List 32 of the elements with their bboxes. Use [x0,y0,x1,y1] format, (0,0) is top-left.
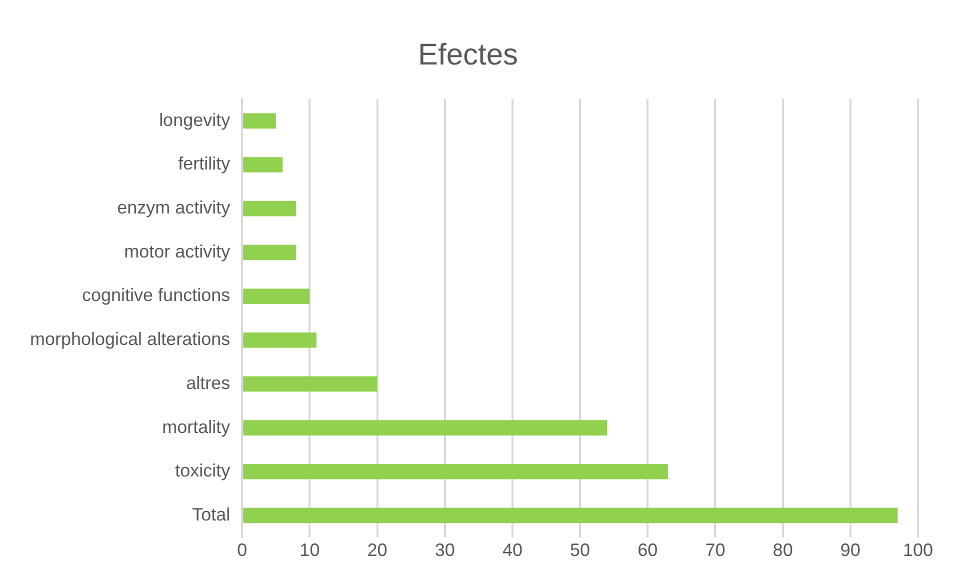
y-tick-label: mortality [162,416,230,437]
bar [243,288,310,304]
y-tick-label: Total [192,504,230,524]
x-tick-label: 80 [772,540,793,560]
bar [243,200,296,216]
bar [243,113,276,129]
bar [243,464,668,480]
x-tick-label: 70 [705,540,726,560]
bar [243,157,283,172]
y-tick-label: toxicity [175,460,230,481]
y-tick-label: enzym activity [117,198,230,218]
y-tick-label: cognitive functions [82,285,230,306]
bar [243,332,316,348]
bar [243,376,378,392]
x-tick-label: 40 [502,540,522,560]
x-tick-label: 90 [840,540,860,560]
x-tick-label: 20 [367,540,388,560]
x-tick-label: 60 [638,540,658,560]
bar [243,508,898,524]
x-tick-label: 10 [300,540,320,560]
y-tick-label: motor activity [124,241,230,262]
x-tick-label: 100 [902,540,934,560]
x-tick-label: 30 [434,540,455,560]
y-tick-label: fertility [178,154,230,174]
y-tick-label: morphological alterations [30,329,230,350]
bar [243,244,296,260]
y-tick-label: longevity [159,110,230,130]
x-tick-label: 0 [237,540,248,560]
y-tick-label: altres [186,372,230,393]
chart-title: Efectes [418,38,518,72]
x-tick-label: 50 [570,540,590,560]
bar [243,420,608,436]
